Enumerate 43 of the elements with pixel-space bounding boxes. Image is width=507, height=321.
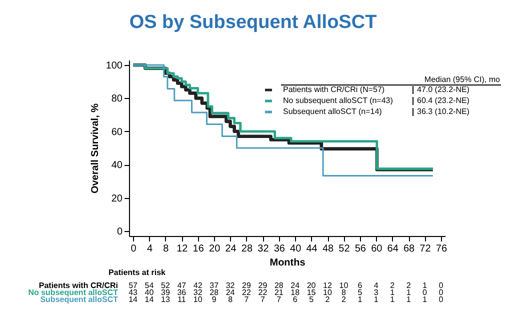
x-tick-label: 44 <box>306 244 318 254</box>
x-tick-label: 0 <box>130 244 137 254</box>
text: Patients with CR/CRi <box>38 281 118 290</box>
text: Subsequent alloSCT <box>40 295 118 304</box>
x-tick-label: 8 <box>163 244 170 254</box>
annotation: 47.0 (23.2-NE) <box>417 85 470 94</box>
x-tick-label: 28 <box>241 244 253 254</box>
y-axis-title: Overall Survival, % <box>90 103 101 194</box>
text: Patients at risk <box>108 268 166 277</box>
x-tick-label: 20 <box>209 244 221 254</box>
x-tick-label: 48 <box>322 244 334 254</box>
y-tick-label: 80 <box>111 94 123 105</box>
text: No subsequent alloSCT <box>28 288 118 297</box>
annotation: 36.3 (10.2-NE) <box>417 107 470 116</box>
x-tick-label: 40 <box>290 244 302 254</box>
text: 57 54 52 47 42 37 32 29 29 28 24 20 12 10 6 4 2 2 1 0 <box>128 281 444 290</box>
x-tick-label: 32 <box>258 244 270 254</box>
x-tick-label: 4 <box>146 244 153 254</box>
y-tick-label: 20 <box>111 193 123 204</box>
y-tick-label: 0 <box>116 226 123 238</box>
chart-title: OS by Subsequent AlloSCT <box>129 12 378 33</box>
x-tick-label: 68 <box>403 244 416 254</box>
text: 14 14 13 11 10 9 8 7 7 7 6 5 2 2 1 1 1 1 1 0 <box>128 295 444 304</box>
x-tick-label: 64 <box>387 244 399 254</box>
x-axis-title: Months <box>270 258 306 268</box>
legend-label: Subsequent alloSCT (n=14) <box>283 107 382 116</box>
x-tick-label: 72 <box>420 244 432 254</box>
y-tick-label: 40 <box>111 160 123 172</box>
x-tick-label: 60 <box>371 244 383 254</box>
text: 43 40 39 36 32 28 24 22 22 21 18 15 10 8 5 3 1 1 0 0 <box>128 288 444 297</box>
legend-title: Median (95% CI), mo <box>424 75 501 84</box>
annotation: 60.4 (23.2-NE) <box>417 96 470 105</box>
x-tick-label: 24 <box>225 244 237 254</box>
y-tick-label: 100 <box>106 60 123 72</box>
x-tick-label: 16 <box>192 244 204 254</box>
x-tick-label: 12 <box>176 244 188 254</box>
legend-label: No subsequent alloSCT (n=43) <box>283 96 394 105</box>
legend-label: Patients with CR/CRi (N=57) <box>283 85 385 94</box>
x-tick-label: 76 <box>436 244 448 254</box>
x-tick-label: 52 <box>338 244 350 254</box>
y-tick-label: 60 <box>111 126 123 138</box>
x-tick-label: 56 <box>354 244 366 254</box>
x-tick-label: 36 <box>274 244 286 254</box>
